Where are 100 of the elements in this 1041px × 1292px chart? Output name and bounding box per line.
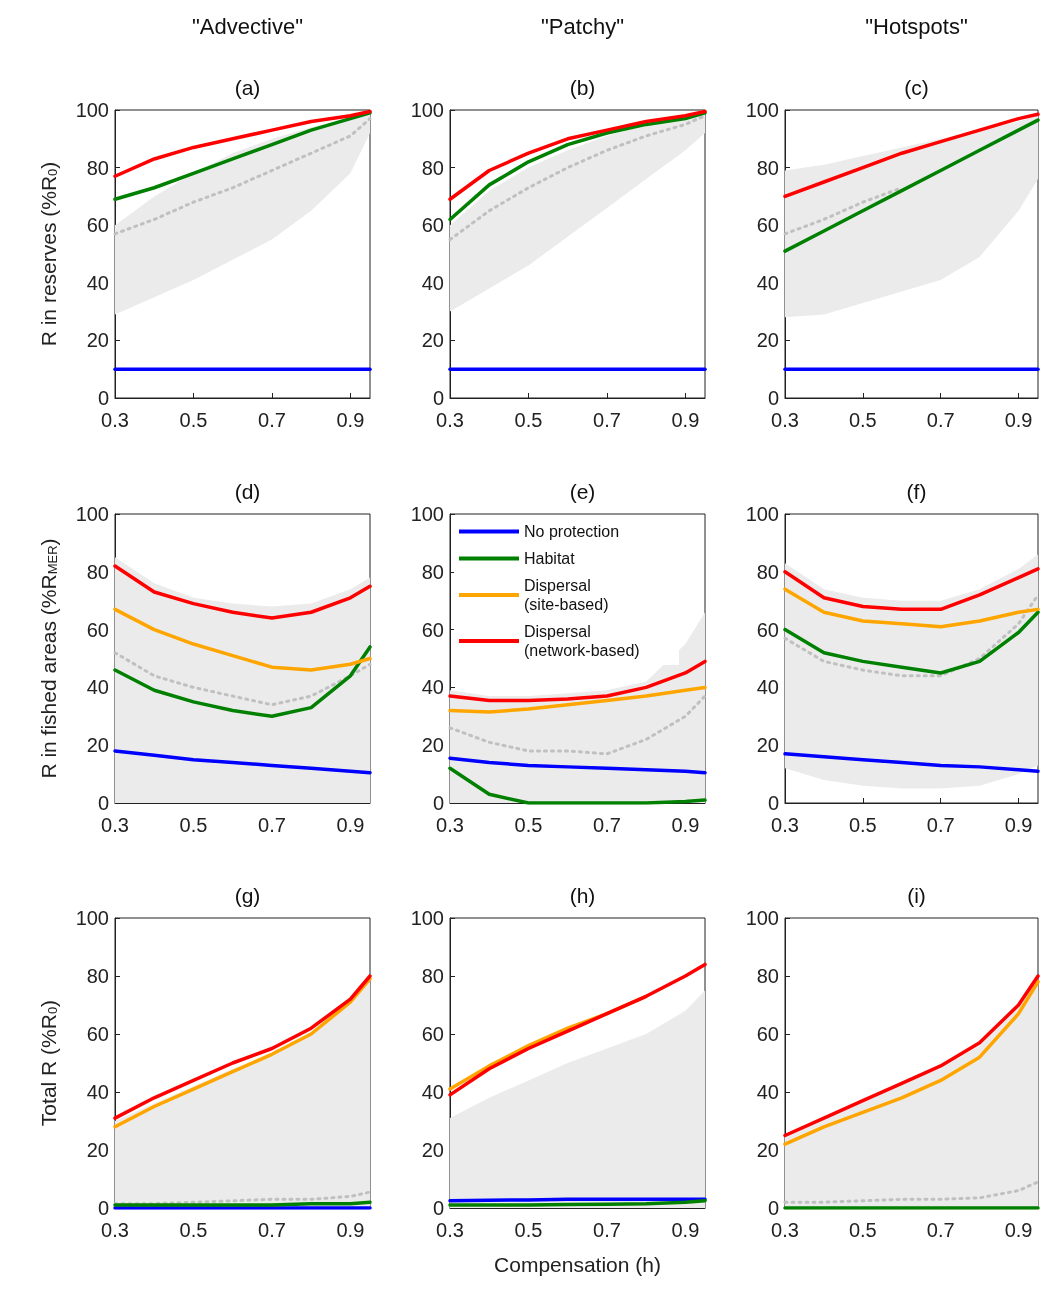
x-tick-label: 0.5 (179, 814, 208, 836)
chart-title: (h) (569, 884, 596, 907)
line-series (783, 112, 1040, 199)
x-tick-label: 0.7 (593, 409, 621, 431)
x-tick-label: 0.5 (514, 409, 543, 431)
line-series (113, 111, 372, 202)
y-tick-label: 40 (86, 1081, 109, 1103)
line-series (448, 685, 707, 714)
line-series (113, 564, 372, 620)
chart-title: (e) (569, 480, 596, 503)
y-tick-label: 40 (756, 676, 779, 699)
x-tick-label: 0.3 (101, 814, 129, 836)
y-tick-label: 20 (421, 734, 444, 757)
line-series (783, 1180, 1040, 1204)
y-tick-label: 20 (421, 329, 444, 352)
x-tick-label: 0.7 (926, 409, 955, 431)
x-tick-label: 0.3 (436, 814, 464, 836)
y-tick-label: 0 (97, 387, 109, 409)
y-axis-title: Total R (%R0) (37, 999, 60, 1127)
x-tick-label: 0.5 (848, 814, 877, 836)
chart-title: (i) (907, 884, 926, 907)
line-series (783, 567, 1040, 612)
x-tick-label: 0.9 (671, 409, 700, 431)
line-series (113, 1190, 372, 1206)
legend-label: Habitat (524, 550, 576, 567)
y-axis-title: R in reserves (%R0) (37, 161, 60, 347)
x-tick-label: 0.9 (336, 1219, 365, 1241)
y-tick-label: 40 (86, 271, 109, 294)
y-tick-label: 100 (745, 99, 779, 121)
x-tick-label: 0.3 (436, 409, 464, 431)
y-tick-label: 20 (756, 734, 779, 757)
y-tick-label: 80 (756, 156, 779, 179)
x-tick-label: 0.3 (771, 814, 799, 836)
y-tick-label: 20 (86, 1139, 109, 1161)
y-tick-label: 0 (97, 792, 109, 814)
y-tick-label: 40 (421, 271, 444, 294)
x-tick-label: 0.3 (771, 409, 799, 431)
y-tick-label: 80 (86, 560, 109, 583)
y-tick-label: 100 (410, 99, 444, 121)
x-tick-label: 0.5 (514, 814, 543, 836)
line-series (783, 752, 1040, 773)
chart-title: (a) (234, 76, 261, 99)
line-series (113, 749, 372, 775)
y-tick-label: 60 (756, 214, 779, 237)
x-tick-label: 0.7 (593, 1219, 621, 1241)
x-tick-label: 0.5 (848, 1219, 877, 1241)
x-tick-label: 0.7 (258, 409, 286, 431)
y-tick-label: 80 (756, 965, 779, 987)
chart-title: (d) (234, 480, 261, 503)
line-series (113, 117, 372, 236)
y-tick-label: 40 (756, 271, 779, 294)
x-tick-label: 0.3 (101, 1219, 129, 1241)
x-tick-label: 0.9 (671, 814, 700, 836)
chart-title: (c) (904, 76, 929, 99)
line-series (783, 587, 1040, 629)
legend-label: No protection (524, 523, 620, 540)
y-tick-label: 100 (410, 907, 444, 929)
x-tick-label: 0.5 (848, 409, 877, 431)
y-tick-label: 0 (432, 792, 444, 814)
y-tick-label: 80 (756, 560, 779, 583)
line-series (448, 111, 707, 222)
legend-label: Dispersal (site-based) (524, 577, 609, 613)
y-tick-label: 40 (421, 1081, 444, 1103)
line-series (113, 645, 372, 719)
y-tick-label: 60 (421, 214, 444, 237)
x-tick-label: 0.9 (1004, 814, 1033, 836)
y-tick-label: 0 (767, 387, 779, 409)
x-tick-label: 0.9 (1004, 409, 1033, 431)
y-axis-title: R in fished areas (%RMER) (37, 538, 60, 779)
y-tick-label: 0 (767, 792, 779, 814)
y-tick-label: 100 (745, 503, 779, 525)
chart-title: (f) (906, 480, 927, 503)
y-tick-label: 0 (432, 387, 444, 409)
line-series (448, 659, 707, 703)
chart-subtitle: "Hotspots" (865, 13, 968, 39)
line-series (783, 610, 1040, 675)
x-tick-label: 0.3 (771, 1219, 799, 1241)
x-tick-label: 0.3 (101, 409, 129, 431)
x-tick-label: 0.9 (671, 1219, 700, 1241)
x-tick-label: 0.3 (436, 1219, 464, 1241)
y-tick-label: 0 (767, 1197, 779, 1219)
line-series (448, 694, 707, 756)
chart-title: (g) (234, 884, 261, 907)
y-tick-label: 20 (421, 1139, 444, 1161)
line-series (448, 109, 707, 202)
y-tick-label: 100 (75, 503, 109, 525)
y-tick-label: 20 (756, 1139, 779, 1161)
x-tick-label: 0.5 (514, 1219, 543, 1241)
y-tick-label: 20 (756, 329, 779, 352)
x-tick-label: 0.5 (179, 1219, 208, 1241)
line-series (448, 962, 707, 1097)
y-tick-label: 0 (97, 1197, 109, 1219)
x-tick-label: 0.7 (258, 1219, 286, 1241)
y-tick-label: 80 (421, 560, 444, 583)
y-tick-label: 80 (86, 965, 109, 987)
y-tick-label: 60 (756, 618, 779, 641)
y-tick-label: 80 (421, 965, 444, 987)
x-tick-label: 0.7 (258, 814, 286, 836)
chart-subtitle: "Advective" (192, 13, 303, 39)
y-tick-label: 60 (756, 1023, 779, 1045)
